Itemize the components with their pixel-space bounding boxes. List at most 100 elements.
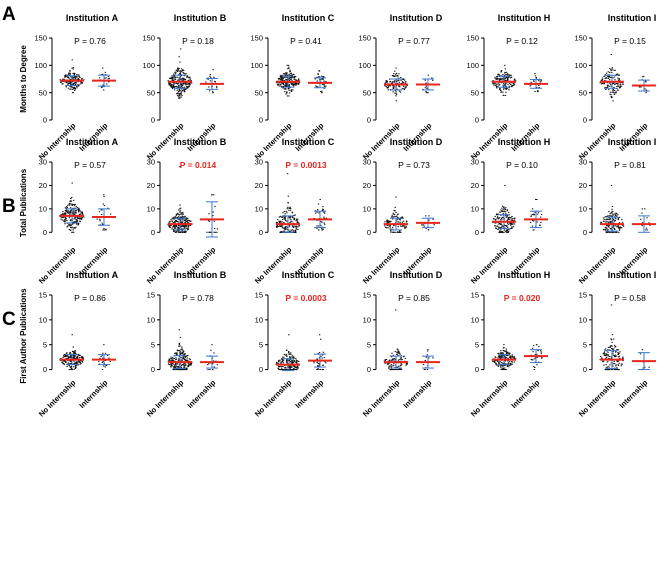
data-point bbox=[284, 213, 286, 215]
data-point bbox=[81, 212, 83, 214]
data-point bbox=[400, 77, 402, 79]
data-point bbox=[612, 354, 615, 356]
data-point bbox=[512, 84, 514, 86]
data-point bbox=[73, 357, 75, 359]
data-point bbox=[71, 204, 73, 206]
data-point bbox=[170, 363, 172, 365]
data-point bbox=[495, 363, 497, 365]
data-point bbox=[61, 216, 63, 218]
data-point bbox=[499, 88, 502, 90]
data-point bbox=[500, 366, 502, 368]
data-point bbox=[384, 360, 386, 362]
data-point bbox=[280, 83, 282, 85]
data-point bbox=[81, 213, 84, 215]
data-point bbox=[207, 364, 209, 366]
data-point bbox=[177, 95, 180, 97]
data-point bbox=[534, 75, 537, 77]
data-point bbox=[294, 230, 297, 232]
data-point bbox=[278, 216, 281, 218]
data-point bbox=[294, 369, 296, 371]
data-point bbox=[605, 368, 607, 370]
data-point bbox=[184, 219, 186, 221]
data-point bbox=[384, 226, 387, 228]
data-point bbox=[297, 83, 299, 85]
data-point bbox=[79, 218, 81, 220]
data-point bbox=[388, 225, 391, 227]
data-point bbox=[173, 358, 176, 360]
data-point bbox=[316, 358, 318, 360]
data-point bbox=[612, 221, 614, 223]
data-point bbox=[178, 364, 181, 366]
data-point bbox=[500, 90, 502, 92]
data-point bbox=[605, 219, 607, 221]
data-point bbox=[79, 363, 81, 365]
data-point bbox=[498, 75, 501, 77]
data-point bbox=[605, 364, 607, 366]
y-tick-label: 100 bbox=[34, 61, 47, 70]
data-point bbox=[291, 360, 293, 362]
data-point bbox=[499, 211, 501, 213]
data-point bbox=[280, 224, 283, 226]
data-point bbox=[67, 76, 69, 78]
data-point bbox=[68, 211, 70, 213]
data-point bbox=[281, 357, 283, 359]
data-point bbox=[284, 366, 287, 368]
subplot-title: Institution H bbox=[498, 137, 551, 147]
data-point bbox=[209, 231, 211, 233]
data-point bbox=[287, 350, 290, 352]
data-point bbox=[69, 200, 71, 202]
data-point bbox=[290, 78, 293, 80]
data-point bbox=[167, 363, 170, 365]
data-point bbox=[398, 79, 400, 81]
data-point bbox=[105, 228, 107, 230]
data-point bbox=[80, 360, 82, 362]
data-point bbox=[322, 78, 324, 80]
data-point bbox=[71, 226, 74, 228]
data-point bbox=[178, 214, 181, 216]
data-point bbox=[497, 213, 500, 215]
data-point bbox=[170, 366, 172, 368]
data-point bbox=[67, 73, 70, 75]
data-point bbox=[504, 355, 506, 357]
data-point bbox=[390, 220, 392, 222]
data-point bbox=[65, 212, 67, 214]
data-point bbox=[538, 84, 540, 86]
data-point bbox=[188, 363, 190, 365]
p-value: P = 0.12 bbox=[506, 36, 538, 46]
data-point bbox=[609, 218, 611, 220]
data-point bbox=[76, 206, 78, 208]
data-point bbox=[508, 366, 510, 368]
data-point bbox=[107, 207, 109, 209]
data-point bbox=[406, 85, 409, 87]
group-internship: Internship bbox=[77, 344, 116, 410]
data-point bbox=[289, 208, 292, 210]
data-point bbox=[74, 361, 76, 363]
data-point bbox=[385, 359, 388, 361]
data-point bbox=[404, 87, 406, 89]
data-point bbox=[294, 229, 297, 231]
data-point bbox=[69, 204, 71, 206]
data-point bbox=[64, 354, 66, 356]
data-point bbox=[608, 75, 610, 77]
data-point bbox=[405, 221, 408, 223]
data-point bbox=[212, 363, 214, 365]
data-point bbox=[642, 367, 644, 369]
data-point bbox=[174, 363, 177, 365]
data-point bbox=[498, 355, 500, 357]
data-point bbox=[495, 76, 498, 78]
data-point bbox=[507, 78, 509, 80]
p-value: P = 0.76 bbox=[74, 36, 106, 46]
data-point bbox=[503, 350, 505, 352]
data-point bbox=[391, 358, 394, 360]
data-point bbox=[622, 224, 624, 226]
data-point bbox=[108, 357, 110, 359]
data-point bbox=[539, 224, 541, 226]
data-point bbox=[606, 215, 609, 217]
data-point bbox=[640, 86, 642, 88]
data-point bbox=[397, 226, 399, 228]
data-point bbox=[289, 231, 292, 233]
data-point bbox=[502, 366, 504, 368]
data-point bbox=[292, 84, 294, 86]
data-point bbox=[393, 213, 396, 215]
